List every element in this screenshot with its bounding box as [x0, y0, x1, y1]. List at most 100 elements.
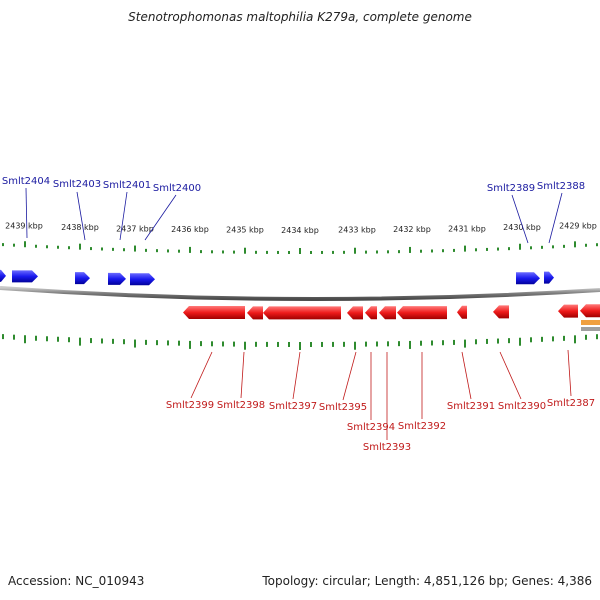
tick-mark-lower [178, 340, 180, 346]
ruler-label: 2434 kbp [281, 226, 319, 235]
tick-mark-upper [46, 245, 48, 249]
tick-mark-upper [35, 244, 37, 248]
tick-mark-lower [343, 341, 345, 347]
tick-mark-upper [189, 246, 191, 253]
tick-mark-upper [200, 250, 202, 254]
tick-mark-lower [442, 340, 444, 346]
tick-mark-upper [365, 250, 367, 254]
forward-callout-line [119, 191, 128, 241]
tick-mark-upper [288, 250, 290, 254]
tick-mark-upper [79, 243, 81, 250]
reverse-callout-line [240, 351, 245, 399]
reverse-gene[interactable] [263, 306, 341, 320]
forward-callout-line [511, 194, 529, 244]
tick-mark-upper [244, 247, 246, 254]
tick-mark-upper [508, 247, 510, 251]
forward-gene-label[interactable]: Smlt2404 [2, 176, 50, 187]
reverse-gene-label[interactable]: Smlt2399 [166, 400, 214, 411]
forward-callout-line [25, 187, 28, 239]
forward-gene[interactable] [108, 272, 126, 285]
reverse-gene-label[interactable]: Smlt2397 [269, 401, 317, 412]
reverse-callout-line [342, 351, 357, 401]
ruler-label: 2439 kbp [5, 222, 43, 231]
reverse-gene[interactable] [247, 306, 263, 320]
ruler-label: 2438 kbp [61, 223, 99, 232]
forward-gene[interactable] [130, 273, 155, 286]
tick-mark-lower [497, 338, 499, 344]
tick-mark-lower [585, 334, 587, 340]
reverse-gene[interactable] [397, 306, 447, 320]
tick-mark-lower [299, 341, 301, 350]
tick-mark-lower [365, 341, 367, 347]
tick-mark-lower [453, 339, 455, 345]
reverse-gene[interactable] [379, 306, 396, 320]
tick-mark-upper [420, 249, 422, 253]
reverse-genes [183, 304, 600, 320]
forward-callout-line [144, 194, 177, 241]
forward-gene[interactable] [0, 269, 6, 282]
reverse-gene[interactable] [493, 305, 509, 319]
reverse-gene[interactable] [580, 304, 600, 318]
forward-gene-label[interactable]: Smlt2388 [537, 181, 585, 192]
reverse-gene-label[interactable]: Smlt2398 [217, 400, 265, 411]
tick-mark-lower [200, 341, 202, 347]
tick-mark-upper [354, 247, 356, 254]
tick-mark-upper [387, 250, 389, 254]
forward-gene[interactable] [544, 271, 554, 284]
reverse-callout-line [190, 351, 213, 399]
tick-mark-lower [167, 340, 169, 346]
tick-mark-upper [2, 243, 4, 247]
tick-mark-lower [211, 341, 213, 347]
tick-mark-lower [46, 336, 48, 342]
forward-gene[interactable] [516, 272, 540, 285]
tick-mark-lower [145, 339, 147, 345]
tick-mark-lower [134, 339, 136, 348]
tick-mark-lower [519, 337, 521, 346]
tick-mark-upper [519, 243, 521, 250]
reverse-gene-label[interactable]: Smlt2390 [498, 401, 546, 412]
tick-mark-lower [90, 338, 92, 344]
reverse-gene[interactable] [558, 304, 578, 318]
tick-mark-lower [475, 339, 477, 345]
reverse-gene-label[interactable]: Smlt2395 [319, 402, 367, 413]
tick-mark-lower [233, 341, 235, 347]
ruler-label: 2432 kbp [393, 225, 431, 234]
tick-mark-lower [354, 341, 356, 350]
reverse-gene-label[interactable]: Smlt2394 [347, 422, 395, 433]
tick-mark-upper [266, 250, 268, 254]
tick-mark-upper [167, 249, 169, 253]
ruler-label: 2437 kbp [116, 224, 154, 233]
reverse-callout-line [461, 351, 472, 400]
tick-mark-upper [255, 250, 257, 254]
tick-mark-upper [310, 250, 312, 254]
extra-features [581, 320, 600, 331]
reverse-gene-label[interactable]: Smlt2387 [547, 398, 595, 409]
forward-gene-label[interactable]: Smlt2389 [487, 183, 535, 194]
tick-mark-lower [2, 334, 4, 340]
reverse-gene[interactable] [183, 306, 245, 320]
reverse-gene[interactable] [365, 306, 377, 320]
ruler-label: 2435 kbp [226, 226, 264, 235]
reverse-gene[interactable] [347, 306, 363, 320]
reverse-callouts: Smlt2399 Smlt2398 Smlt2397 Smlt2395 Smlt2394… [166, 349, 595, 453]
tick-mark-upper [178, 249, 180, 253]
tick-mark-lower [486, 338, 488, 344]
tick-mark-lower [277, 341, 279, 347]
tick-mark-lower [310, 341, 312, 347]
forward-gene[interactable] [12, 270, 38, 283]
tick-mark-upper [343, 250, 345, 254]
reverse-gene-label[interactable]: Smlt2391 [447, 401, 495, 412]
tick-mark-upper [222, 250, 224, 254]
reverse-gene[interactable] [457, 305, 467, 319]
tick-mark-upper [563, 244, 565, 248]
forward-gene-label[interactable]: Smlt2401 [103, 180, 151, 191]
reverse-gene-label[interactable]: Smlt2393 [363, 442, 411, 453]
tick-mark-lower [398, 341, 400, 347]
reverse-gene-label[interactable]: Smlt2392 [398, 421, 446, 432]
forward-gene-label[interactable]: Smlt2403 [53, 179, 101, 190]
tick-mark-upper [398, 250, 400, 254]
forward-gene[interactable] [75, 272, 90, 285]
tick-mark-upper [156, 249, 158, 253]
forward-gene-label[interactable]: Smlt2400 [153, 183, 201, 194]
tick-mark-lower [101, 338, 103, 344]
